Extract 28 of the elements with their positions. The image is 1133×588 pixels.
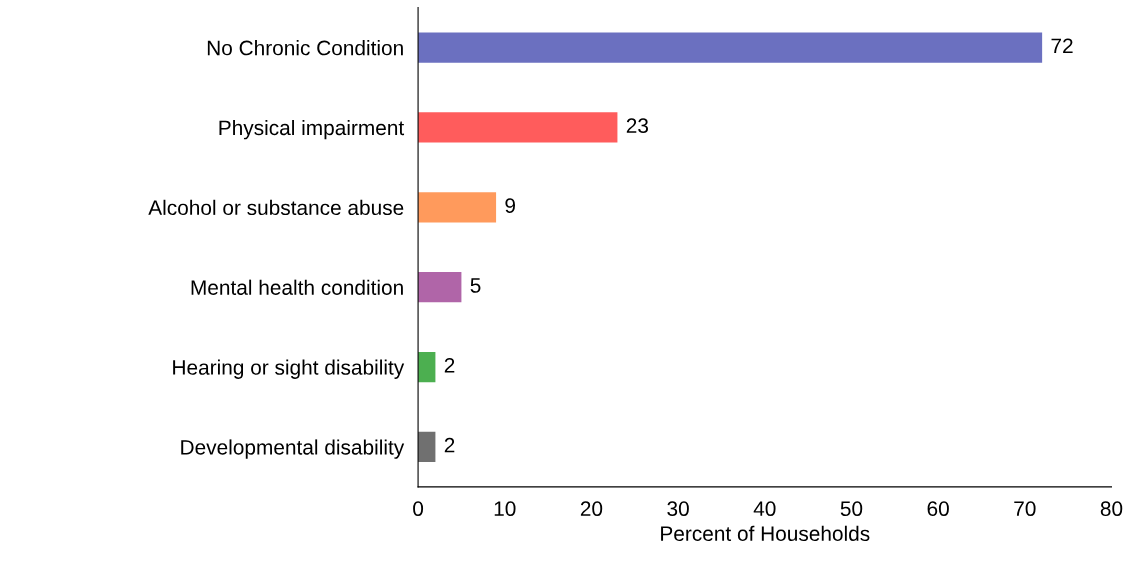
x-tick-label: 50 bbox=[840, 501, 863, 517]
y-tick-label: Developmental disability bbox=[181, 439, 405, 459]
data-label: 2 bbox=[444, 357, 455, 373]
data-label: 9 bbox=[505, 198, 516, 213]
data-label: 72 bbox=[1051, 38, 1073, 53]
y-tick-label: Hearing or sight disability bbox=[173, 359, 405, 379]
x-tick-label: 30 bbox=[667, 501, 689, 517]
data-label: 2 bbox=[444, 437, 455, 453]
x-axis-title: Percent of Households bbox=[661, 525, 870, 542]
bar bbox=[418, 431, 436, 463]
data-label: 23 bbox=[626, 118, 649, 134]
x-tick-label: 0 bbox=[413, 501, 424, 517]
x-tick-label: 60 bbox=[927, 501, 949, 517]
data-label: 5 bbox=[470, 278, 481, 293]
bar bbox=[418, 351, 436, 383]
bar bbox=[418, 112, 618, 143]
y-tick-label: Physical impairment bbox=[219, 119, 405, 140]
x-tick-label: 70 bbox=[1014, 501, 1036, 517]
bar bbox=[418, 192, 497, 223]
y-tick-label: Mental health condition bbox=[191, 279, 403, 295]
x-tick-label: 10 bbox=[494, 501, 516, 517]
x-tick-label: 80 bbox=[1100, 501, 1123, 517]
y-tick-label: Alcohol or substance abuse bbox=[148, 199, 404, 216]
bar bbox=[418, 32, 1043, 63]
x-tick-label: 40 bbox=[753, 501, 776, 517]
x-tick-label: 20 bbox=[580, 501, 603, 517]
y-tick-label: No Chronic Condition bbox=[207, 40, 403, 56]
bar bbox=[418, 272, 462, 303]
